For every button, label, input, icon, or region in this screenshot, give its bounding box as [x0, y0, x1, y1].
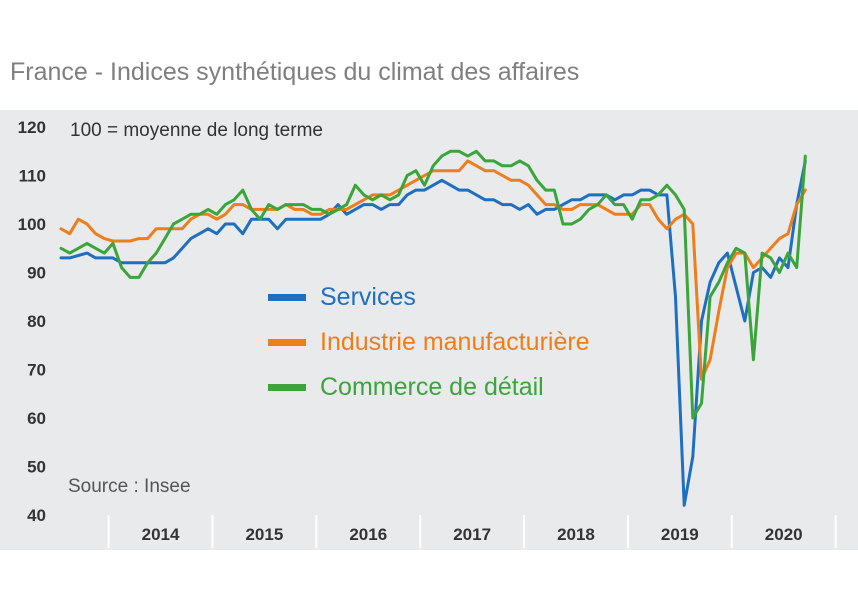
series-line-retail	[59, 149, 807, 420]
source-note: Source : Insee	[68, 476, 191, 497]
x-tick-label: 2016	[349, 525, 387, 544]
x-tick-label: 2020	[765, 525, 803, 544]
y-tick-label: 40	[27, 506, 46, 525]
y-tick-label: 100	[18, 215, 46, 234]
legend-swatch-industry	[268, 339, 306, 346]
y-axis: 40 50 60 70 80 90 100 110 120	[18, 118, 46, 525]
y-tick-label: 90	[27, 264, 46, 283]
y-tick-label: 70	[27, 361, 46, 380]
legend-label-services: Services	[320, 283, 416, 311]
series-line-industry	[59, 159, 807, 381]
legend-swatch-retail	[268, 384, 306, 391]
y-tick-label: 60	[27, 409, 46, 428]
series-lines	[59, 149, 807, 507]
x-tick-label: 2019	[661, 525, 699, 544]
x-tick-label: 2015	[245, 525, 283, 544]
legend-swatch-services	[268, 294, 306, 301]
legend-item-services: Services	[268, 275, 590, 320]
legend-item-industry: Industrie manufacturière	[268, 320, 590, 365]
legend: Services Industrie manufacturière Commer…	[268, 275, 590, 410]
series-line-services	[59, 159, 807, 507]
y-tick-label: 80	[27, 312, 46, 331]
legend-item-retail: Commerce de détail	[268, 365, 590, 410]
legend-label-retail: Commerce de détail	[320, 373, 544, 401]
baseline-note: 100 = moyenne de long terme	[70, 120, 323, 141]
y-tick-label: 120	[18, 118, 46, 137]
x-tick-label: 2017	[453, 525, 491, 544]
legend-label-industry: Industrie manufacturière	[320, 328, 590, 356]
grid-lines	[107, 515, 837, 548]
x-tick-label: 2018	[557, 525, 595, 544]
chart-title: France - Indices synthétiques du climat …	[10, 58, 580, 86]
y-tick-label: 110	[19, 167, 46, 186]
x-axis: 20142015201620172018201920202021	[142, 525, 803, 544]
y-tick-label: 50	[27, 458, 46, 477]
x-tick-label: 2014	[142, 525, 180, 544]
